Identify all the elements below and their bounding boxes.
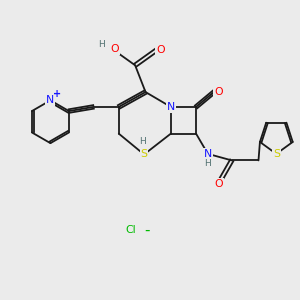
Text: H: H: [98, 40, 105, 49]
Text: N: N: [204, 149, 212, 159]
Text: S: S: [141, 149, 148, 160]
Text: H: H: [139, 136, 146, 146]
Text: O: O: [156, 45, 165, 56]
Text: H: H: [205, 160, 211, 169]
Text: +: +: [53, 89, 61, 99]
Text: S: S: [273, 149, 280, 159]
Text: O: O: [214, 87, 223, 97]
Text: N: N: [167, 102, 175, 112]
Text: O: O: [214, 179, 223, 189]
Text: N: N: [46, 95, 55, 105]
Text: Cl: Cl: [125, 225, 136, 235]
Text: -: -: [144, 223, 150, 238]
Text: O: O: [110, 44, 118, 54]
